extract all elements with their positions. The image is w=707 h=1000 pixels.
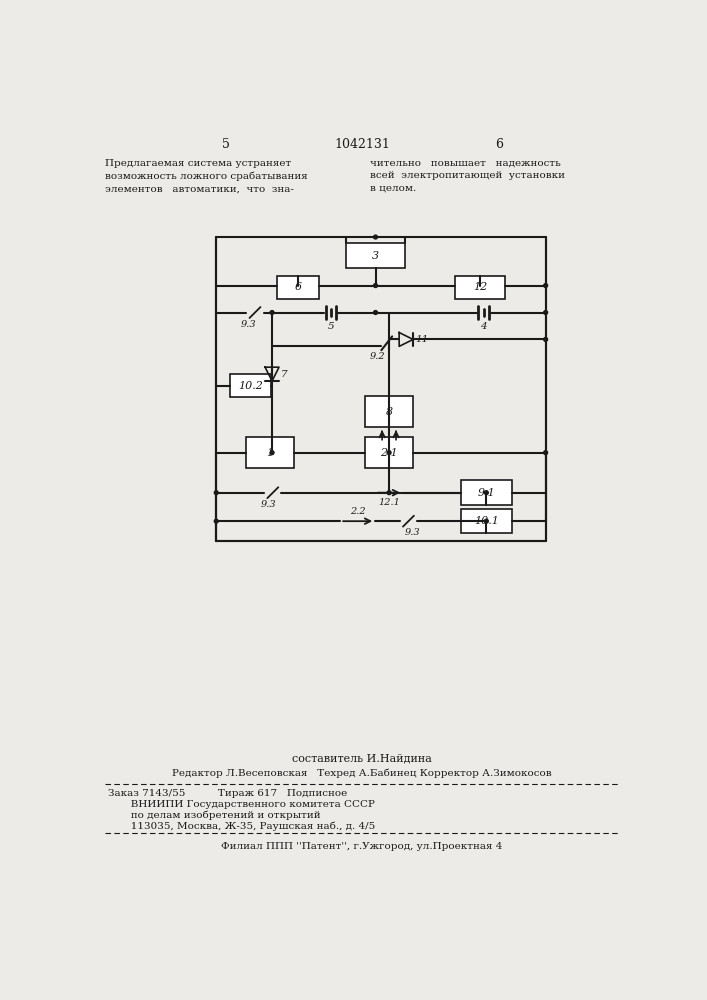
Text: 3: 3 xyxy=(372,251,379,261)
Text: 8: 8 xyxy=(385,407,392,417)
Text: 9.3: 9.3 xyxy=(404,528,420,537)
Circle shape xyxy=(373,284,378,287)
Circle shape xyxy=(373,235,378,239)
Text: ВНИИПИ Государственного комитета СССР: ВНИИПИ Государственного комитета СССР xyxy=(107,800,375,809)
Bar xyxy=(461,480,512,505)
Text: Редактор Л.Весеповская   Техред А.Бабинец Корректор А.Зимокосов: Редактор Л.Весеповская Техред А.Бабинец … xyxy=(172,768,551,778)
Bar xyxy=(276,276,320,299)
Text: 9.3: 9.3 xyxy=(241,320,257,329)
Text: 5: 5 xyxy=(327,322,334,331)
Text: 11: 11 xyxy=(415,335,428,344)
Circle shape xyxy=(387,451,391,455)
Circle shape xyxy=(373,311,378,314)
Text: 2.2: 2.2 xyxy=(350,507,366,516)
Bar xyxy=(455,276,506,299)
Text: Заказ 7143/55          Тираж 617   Подписное: Заказ 7143/55 Тираж 617 Подписное xyxy=(107,789,347,798)
Circle shape xyxy=(544,311,547,314)
Text: 4: 4 xyxy=(480,322,487,331)
Circle shape xyxy=(214,491,218,495)
Text: 10.1: 10.1 xyxy=(474,516,498,526)
Text: 12.1: 12.1 xyxy=(378,498,400,507)
Circle shape xyxy=(484,491,489,495)
Bar xyxy=(246,437,293,468)
Bar xyxy=(230,374,271,397)
Text: 6: 6 xyxy=(294,282,302,292)
Circle shape xyxy=(484,519,489,523)
Text: составитель И.Найдина: составитель И.Найдина xyxy=(292,753,432,763)
Text: 6: 6 xyxy=(495,138,503,151)
Text: 7: 7 xyxy=(281,370,287,379)
Circle shape xyxy=(214,519,218,523)
Text: по делам изобретений и открытий: по делам изобретений и открытий xyxy=(107,811,320,820)
Text: Предлагаемая система устраняет
возможность ложного срабатывания
элементов   авто: Предлагаемая система устраняет возможнос… xyxy=(105,158,308,193)
Text: 10.2: 10.2 xyxy=(238,381,263,391)
Circle shape xyxy=(270,311,274,314)
Text: 9.1: 9.1 xyxy=(477,488,495,498)
Text: 2.1: 2.1 xyxy=(380,448,398,458)
Text: 5: 5 xyxy=(221,138,230,151)
Bar xyxy=(346,243,404,268)
Text: Филиал ППП ''Патент'', г.Ужгород, ул.Проектная 4: Филиал ППП ''Патент'', г.Ужгород, ул.Про… xyxy=(221,842,503,851)
Text: 12: 12 xyxy=(473,282,487,292)
Bar xyxy=(365,396,413,427)
Bar xyxy=(461,509,512,533)
Bar xyxy=(365,437,413,468)
Circle shape xyxy=(544,338,547,341)
Circle shape xyxy=(387,491,391,495)
Circle shape xyxy=(544,284,547,287)
Circle shape xyxy=(270,451,274,455)
Text: 113035, Москва, Ж-35, Раушская наб., д. 4/5: 113035, Москва, Ж-35, Раушская наб., д. … xyxy=(107,821,375,831)
Text: 9.3: 9.3 xyxy=(261,500,276,509)
Circle shape xyxy=(544,451,547,455)
Text: чительно   повышает   надежность
всей  электропитающей  установки
в целом.: чительно повышает надежность всей электр… xyxy=(370,158,565,192)
Text: 1: 1 xyxy=(266,448,274,458)
Text: 1042131: 1042131 xyxy=(334,138,390,151)
Text: 9.2: 9.2 xyxy=(370,352,385,361)
